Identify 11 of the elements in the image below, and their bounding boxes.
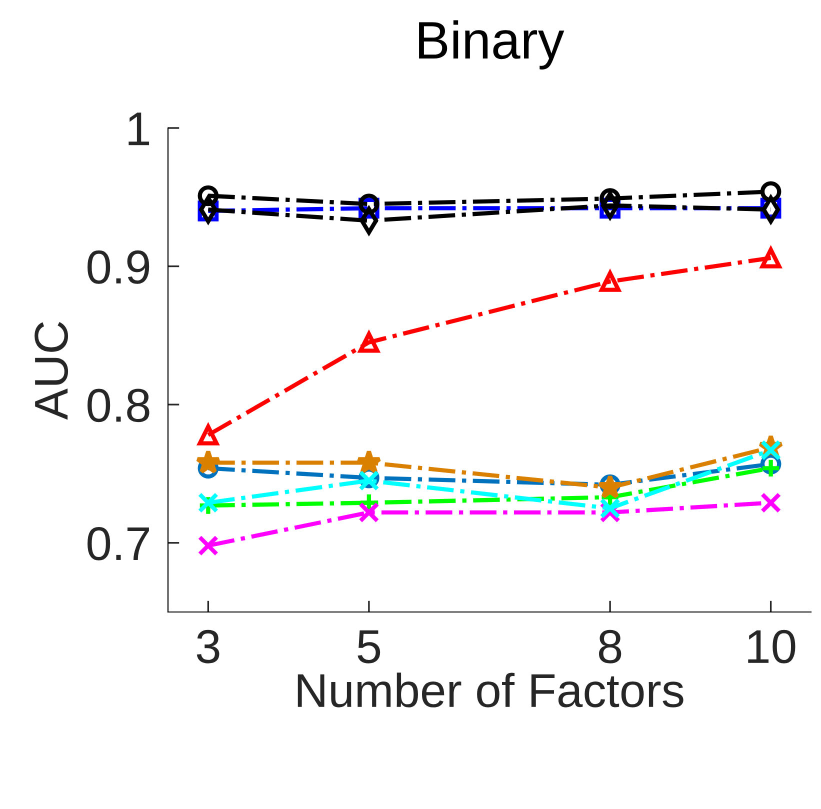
y-tick-label: 0.9 — [88, 250, 150, 284]
x-tick-label: 10 — [748, 630, 796, 664]
y-tick-label: 0.8 — [88, 388, 150, 422]
y-axis-title: AUC — [34, 322, 68, 420]
y-tick-label: 1 — [128, 112, 150, 146]
x-tick-label: 5 — [358, 630, 380, 664]
x-tick-label: 3 — [196, 630, 220, 664]
y-tick-label: 0.7 — [88, 526, 149, 560]
x-tick-label: 8 — [598, 630, 622, 664]
x-axis-title: Number of Factors — [298, 672, 684, 708]
chart-title: Binary — [419, 20, 564, 70]
